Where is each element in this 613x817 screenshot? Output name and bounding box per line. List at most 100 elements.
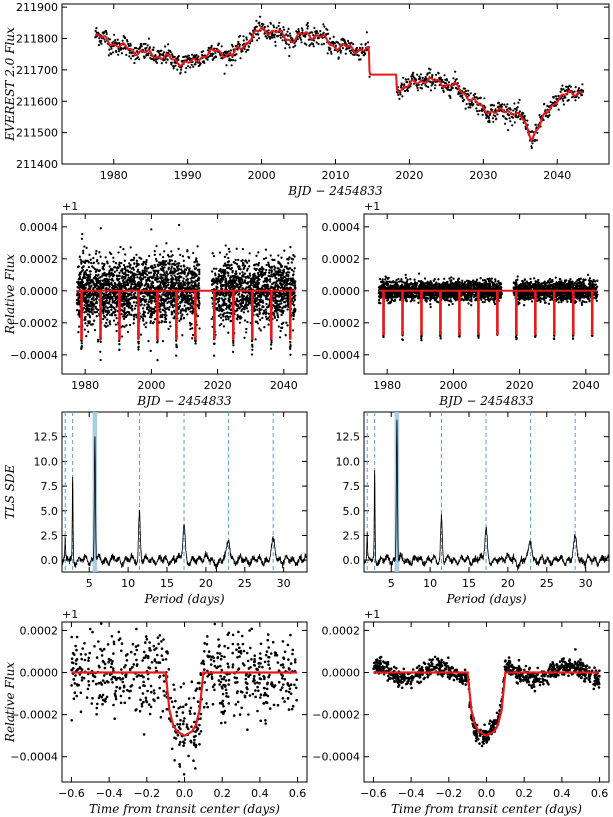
tls-right-ytick-label: 0.0 <box>343 554 361 567</box>
fold-right-xtick-label: 0.6 <box>591 787 609 800</box>
fold-left-ytick-label: −0.0004 <box>10 751 58 764</box>
detrended-left-ylabel: Relative Flux <box>3 254 17 335</box>
fold-right-flux-points <box>372 648 601 748</box>
detrended-right-model-line <box>378 289 598 335</box>
detrended-right-flux-points <box>377 272 599 342</box>
tls-left-ytick-label: 5.0 <box>41 505 59 518</box>
tls-left-xlabel: Period (days) <box>143 592 224 606</box>
tls-left-best-period-band <box>92 412 98 572</box>
detrended-left-ytick-label: −0.0004 <box>10 349 58 362</box>
fold-left-ytick-label: −0.0002 <box>10 709 58 722</box>
fold-left-xtick-label: 0.4 <box>251 787 269 800</box>
tls-right-xtick-label: 10 <box>423 577 437 590</box>
tls-left-xtick-label: 10 <box>121 577 135 590</box>
tls-right-sde-line <box>364 419 609 571</box>
fold-left-xlabel: Time from transit center (days) <box>89 802 280 816</box>
detrended-left-ytick-label: 0.0000 <box>20 285 59 298</box>
fold-left-xtick-label: 0.6 <box>289 787 307 800</box>
detrended-left-ytick-label: −0.0002 <box>10 317 58 330</box>
detrended-right-offset-label: +1 <box>364 200 380 213</box>
tls-left-ytick-label: 0.0 <box>41 554 59 567</box>
tls-left-xtick-label: 25 <box>238 577 252 590</box>
tls-right-xtick-label: 20 <box>501 577 515 590</box>
detrended-right-ytick-label: 0.0002 <box>322 253 361 266</box>
fold-right-ytick-label: 0.0000 <box>322 667 361 680</box>
fold-right-xtick-label: 0.4 <box>553 787 571 800</box>
tls-right-ytick-label: 10.0 <box>336 455 361 468</box>
tls-right-xtick-label: 25 <box>540 577 554 590</box>
tls-left-ytick-label: 12.5 <box>34 431 59 444</box>
detrended-left-offset-label: +1 <box>62 200 78 213</box>
tls-right-xtick-label: 30 <box>579 577 593 590</box>
fold-right-xtick-label: −0.4 <box>398 787 425 800</box>
raw-lightcurve-xlabel: BJD − 2454833 <box>287 184 383 198</box>
tls-left-xtick-label: 15 <box>160 577 174 590</box>
tls-left-ytick-label: 2.5 <box>41 529 59 542</box>
detrended-right-ytick-label: −0.0002 <box>312 317 360 330</box>
detrended-left-flux-points <box>75 223 297 362</box>
tls-left-panel: 5 10 15 20 25 30 0.0 2.5 5.0 7.5 10.0 12.5 Period (d… <box>3 411 308 606</box>
detrended-left-xtick-label: 2020 <box>204 379 232 392</box>
detrended-left-frame <box>61 213 308 375</box>
tls-right-ytick-label: 2.5 <box>343 529 361 542</box>
fold-right-plot-area <box>372 648 601 748</box>
raw-lightcurve-panel: 1980 1990 2000 2010 2020 2030 2040 211400 211500… <box>3 1 610 198</box>
fold-left-xtick-label: 0.2 <box>213 787 231 800</box>
detrended-right-xtick-label: 2020 <box>506 379 534 392</box>
raw-lightcurve-ytick-label: 211700 <box>16 64 58 77</box>
fold-right-xtick-label: 0.2 <box>515 787 533 800</box>
tls-left-xtick-label: 5 <box>86 577 93 590</box>
tls-right-best-period-band <box>394 412 400 572</box>
detrended-left-model-line <box>76 289 296 340</box>
detrended-right-plot-area <box>377 272 599 342</box>
raw-lightcurve-ytick-label: 211600 <box>16 95 58 108</box>
fold-right-frame <box>363 621 610 783</box>
fold-left-ylabel: Relative Flux <box>3 662 17 743</box>
detrended-left-ytick-label: 0.0004 <box>20 221 59 234</box>
raw-lightcurve-xtick-label: 2020 <box>395 169 423 182</box>
detrended-left-xlabel: BJD − 2454833 <box>136 394 232 408</box>
fold-right-xtick-label: −0.6 <box>360 787 387 800</box>
tls-right-ytick-label: 5.0 <box>343 505 361 518</box>
tls-right-panel: 5 10 15 20 25 30 0.0 2.5 5.0 7.5 10.0 12.5 Period (d… <box>336 411 610 606</box>
tls-left-xtick-label: 20 <box>199 577 213 590</box>
fold-left-xtick-label: 0.0 <box>176 787 194 800</box>
detrended-left-xtick-label: 2000 <box>137 379 165 392</box>
fold-right-panel: −0.6 −0.4 −0.2 0.0 0.2 0.4 0.6 −0.0004 −0.0002 0.… <box>312 608 610 816</box>
fold-left-xtick-label: −0.6 <box>58 787 85 800</box>
fold-left-panel: −0.6 −0.4 −0.2 0.0 0.2 0.4 0.6 −0.0004 −0.0002 0.… <box>3 608 308 816</box>
detrended-right-xtick-label: 2040 <box>572 379 600 392</box>
detrended-left-xtick-label: 1980 <box>71 379 99 392</box>
tls-left-ytick-label: 10.0 <box>34 455 59 468</box>
tls-left-ytick-label: 7.5 <box>41 480 59 493</box>
raw-lightcurve-ytick-label: 211500 <box>16 127 58 140</box>
detrended-right-xtick-label: 1980 <box>373 379 401 392</box>
fold-left-model-line <box>71 671 298 737</box>
fold-right-xtick-label: −0.2 <box>435 787 462 800</box>
fold-right-ytick-label: −0.0004 <box>312 751 360 764</box>
raw-lightcurve-ytick-label: 211900 <box>16 1 58 14</box>
detrended-left-plot-area <box>75 223 297 362</box>
fold-right-offset-label: +1 <box>364 608 380 621</box>
detrended-right-panel: 1980 2000 2020 2040 −0.0004 −0.0002 0.0000 0.00… <box>312 200 610 408</box>
detrended-left-panel: 1980 2000 2020 2040 −0.0004 −0.0002 0.0000 0.00… <box>3 200 308 408</box>
fold-left-plot-area <box>70 622 299 782</box>
raw-flux-points <box>94 15 585 150</box>
raw-lightcurve-ylabel: EVEREST 2.0 Flux <box>3 27 17 142</box>
detrended-left-ytick-label: 0.0002 <box>20 253 59 266</box>
raw-lightcurve-xtick-label: 2000 <box>248 169 276 182</box>
detrended-left-xtick-label: 2040 <box>270 379 298 392</box>
tls-right-xtick-label: 15 <box>462 577 476 590</box>
fold-left-xtick-label: −0.2 <box>133 787 160 800</box>
detrended-right-frame <box>363 213 610 375</box>
fold-right-ytick-label: 0.0002 <box>322 624 361 637</box>
tls-left-xtick-label: 30 <box>277 577 291 590</box>
raw-trend-line <box>94 26 584 143</box>
detrended-right-ytick-label: 0.0000 <box>322 285 361 298</box>
fold-left-frame <box>61 621 308 783</box>
fold-left-ytick-label: 0.0002 <box>20 624 59 637</box>
fold-left-offset-label: +1 <box>62 608 78 621</box>
detrended-right-ytick-label: 0.0004 <box>322 221 361 234</box>
raw-lightcurve-ytick-label: 211800 <box>16 33 58 46</box>
tls-right-ytick-label: 7.5 <box>343 480 361 493</box>
